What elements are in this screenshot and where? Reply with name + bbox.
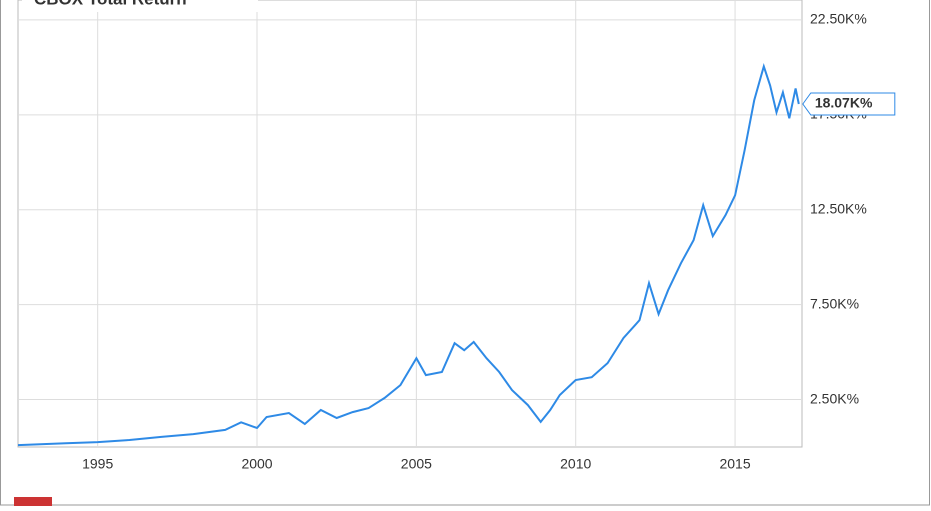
y-tick-label: 2.50K% [810, 390, 859, 406]
logo [14, 497, 52, 506]
title-box [22, 0, 258, 12]
x-tick-label: 2000 [241, 456, 272, 472]
x-tick-label: 1995 [82, 456, 113, 472]
x-tick-label: 2010 [560, 456, 591, 472]
plot-area [17, 0, 803, 448]
y-tick-label: 22.50K% [810, 11, 867, 27]
x-tick-label: 2015 [719, 456, 750, 472]
line [17, 62, 800, 447]
y-tick-label: 12.50K% [810, 200, 867, 216]
grid [18, 0, 802, 447]
value-label-box [802, 92, 896, 116]
value-label: 18.07K% [815, 95, 873, 111]
x-tick-label: 2005 [401, 456, 432, 472]
y-tick-label: 7.50K% [810, 295, 859, 311]
chart-title: CBOX Total Return [34, 0, 187, 8]
